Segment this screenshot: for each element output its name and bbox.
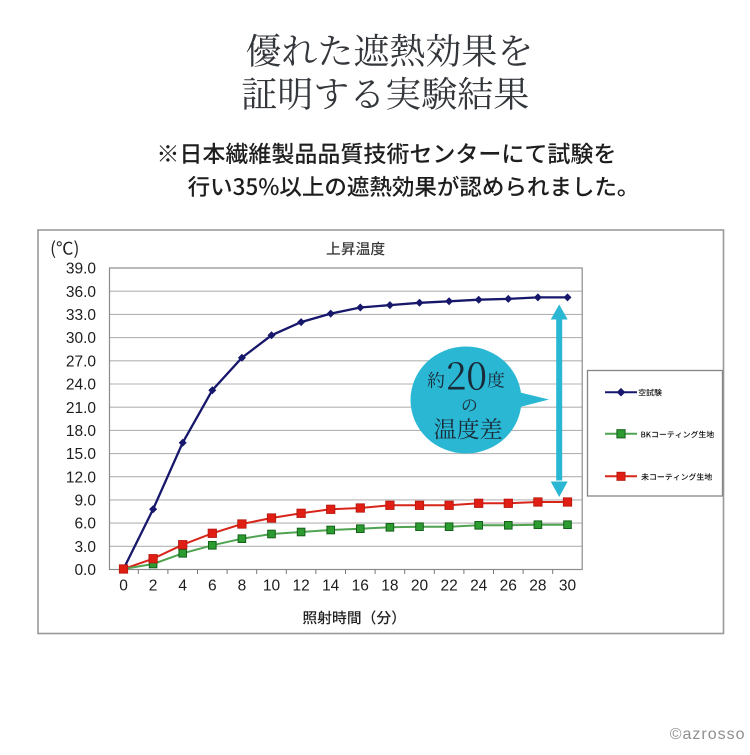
svg-text:22: 22 (440, 578, 457, 595)
svg-text:6.0: 6.0 (74, 516, 96, 533)
svg-text:4: 4 (178, 578, 187, 595)
svg-text:12.0: 12.0 (66, 469, 97, 486)
svg-text:20: 20 (411, 578, 429, 595)
svg-text:26: 26 (500, 578, 517, 595)
svg-text:24.0: 24.0 (66, 377, 97, 394)
svg-text:2: 2 (149, 578, 158, 595)
svg-text:28: 28 (529, 578, 546, 595)
svg-text:0.0: 0.0 (74, 562, 96, 579)
svg-text:18: 18 (381, 578, 398, 595)
svg-text:33.0: 33.0 (66, 307, 97, 324)
svg-text:6: 6 (208, 578, 217, 595)
svg-text:18.0: 18.0 (66, 423, 97, 440)
svg-text:36.0: 36.0 (66, 284, 97, 301)
svg-text:9.0: 9.0 (74, 493, 96, 510)
svg-text:16: 16 (352, 578, 369, 595)
svg-text:14: 14 (322, 578, 340, 595)
svg-text:0: 0 (119, 578, 128, 595)
svg-text:10: 10 (263, 578, 281, 595)
svg-text:8: 8 (238, 578, 247, 595)
svg-text:15.0: 15.0 (66, 446, 97, 463)
svg-text:©azrosso: ©azrosso (670, 726, 746, 743)
svg-text:39.0: 39.0 (66, 261, 97, 278)
svg-text:12: 12 (292, 578, 309, 595)
svg-text:27.0: 27.0 (66, 353, 97, 370)
svg-text:30: 30 (559, 578, 577, 595)
svg-text:3.0: 3.0 (74, 539, 96, 556)
svg-text:30.0: 30.0 (66, 330, 97, 347)
svg-text:21.0: 21.0 (66, 400, 97, 417)
svg-text:24: 24 (470, 578, 488, 595)
